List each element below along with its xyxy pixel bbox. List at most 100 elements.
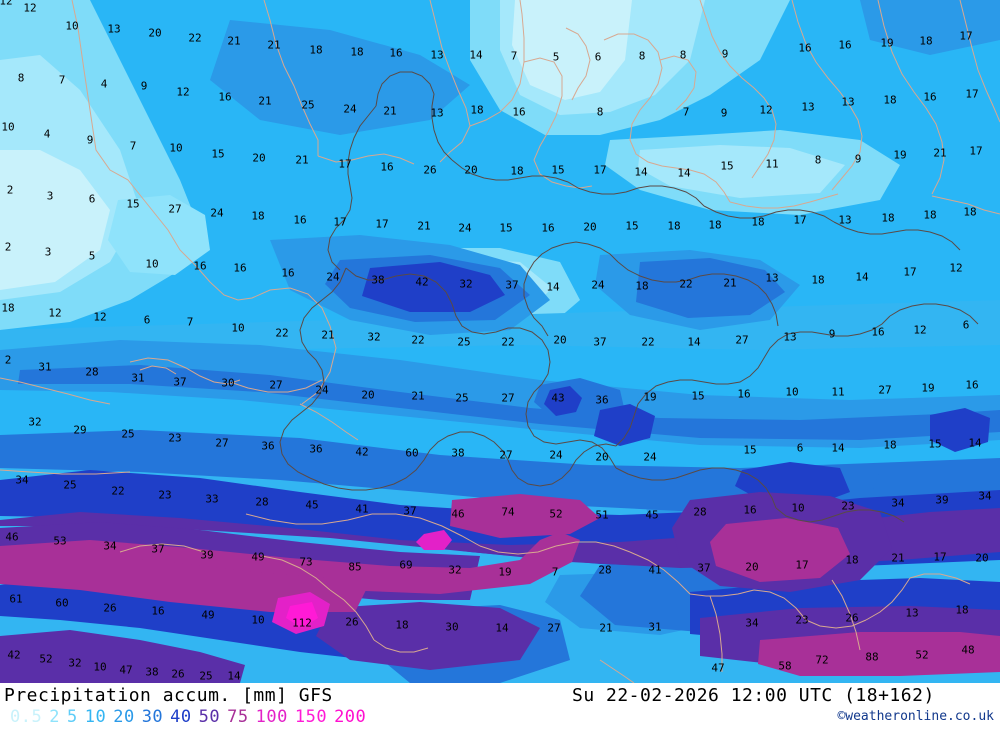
legend-step-150[interactable]: 150 — [294, 707, 328, 727]
grid-value-label: 38 — [451, 446, 465, 460]
field-band-75-b — [0, 554, 370, 612]
grid-value-label: 21 — [417, 219, 431, 233]
grid-value-label: 16 — [965, 378, 979, 392]
grid-value-label: 26 — [845, 611, 859, 625]
grid-value-label: 21 — [933, 146, 947, 160]
grid-value-label: 10 — [169, 141, 183, 155]
grid-value-label: 29 — [73, 423, 87, 437]
grid-value-label: 26 — [423, 163, 437, 177]
legend-step-100[interactable]: 100 — [255, 707, 288, 727]
grid-value-label: 25 — [457, 335, 471, 349]
legend-step-2[interactable]: 2 — [49, 707, 60, 727]
grid-value-label: 52 — [549, 507, 563, 521]
grid-value-label: 69 — [399, 558, 413, 572]
grid-value-label: 2 — [4, 353, 12, 367]
grid-value-label: 18 — [923, 208, 937, 222]
legend-step-5[interactable]: 5 — [66, 707, 78, 727]
grid-value-label: 7 — [58, 73, 66, 87]
grid-value-label: 25 — [121, 427, 135, 441]
grid-value-label: 13 — [801, 100, 815, 114]
field-band-20-a — [210, 20, 470, 135]
grid-value-label: 9 — [720, 106, 728, 120]
grid-value-label: 21 — [258, 94, 272, 108]
grid-value-label: 14 — [546, 280, 560, 294]
grid-value-label: 85 — [348, 560, 362, 574]
field-band-low-c — [0, 150, 110, 290]
legend-step-200[interactable]: 200 — [334, 707, 367, 727]
grid-value-label: 31 — [131, 371, 145, 385]
grid-value-label: 10 — [145, 257, 159, 271]
grid-value-label: 17 — [795, 558, 809, 572]
grid-value-label: 18 — [845, 553, 859, 567]
grid-value-label: 38 — [371, 273, 385, 287]
grid-value-label: 23 — [795, 613, 809, 627]
grid-value-label: 32 — [448, 563, 462, 577]
precipitation-accumulation-map[interactable]: 12 10 13 20 22 21 21 18 18 16 13 14 7 5 6 8 8 9 16 16 19 18 17… — [0, 0, 1000, 683]
grid-value-label: 22 — [411, 333, 425, 347]
grid-value-label: 3 — [46, 189, 54, 203]
grid-value-label: 8 — [679, 48, 687, 62]
grid-value-label: 14 — [634, 165, 648, 179]
grid-value-label: 20 — [595, 450, 609, 464]
grid-value-label: 46 — [5, 530, 19, 544]
grid-value-label: 2 — [4, 240, 12, 254]
grid-value-label: 28 — [693, 505, 707, 519]
legend-step-50[interactable]: 50 — [198, 707, 221, 727]
grid-value-label: 24 — [591, 278, 605, 292]
grid-value-label: 18 — [350, 45, 364, 59]
grid-value-label: 26 — [103, 601, 117, 615]
grid-value-label: 9 — [140, 79, 148, 93]
grid-value-label: 18 — [251, 209, 265, 223]
grid-value-label: 13 — [430, 48, 444, 62]
grid-value-label: 4 — [43, 127, 51, 141]
grid-value-label: 41 — [648, 563, 662, 577]
grid-value-label: 13 — [841, 95, 855, 109]
grid-value-label: 27 — [735, 333, 749, 347]
legend-step-20[interactable]: 20 — [113, 707, 135, 727]
grid-value-label: 88 — [865, 650, 879, 664]
grid-value-label: 47 — [119, 663, 133, 677]
grid-value-label: 43 — [551, 391, 565, 405]
grid-value-label: 22 — [679, 277, 693, 291]
grid-value-label: 42 — [415, 275, 429, 289]
grid-value-label: 26 — [345, 615, 359, 629]
field-band-50-f — [316, 602, 540, 670]
grid-value-label: 13 — [430, 106, 444, 120]
grid-value-label: 12 — [949, 261, 963, 275]
legend-step-30[interactable]: 30 — [141, 707, 164, 727]
grid-value-label: 14 — [227, 669, 241, 683]
grid-value-label: 17 — [338, 157, 352, 171]
grid-value-label: 20 — [464, 163, 478, 177]
grid-value-label: 17 — [593, 163, 607, 177]
grid-value-label: 21 — [599, 621, 613, 635]
grid-value-label: 20 — [361, 388, 375, 402]
legend-color-scale[interactable]: 0.5 2 5 10 20 30 40 50 75 100 150 200 — [10, 707, 373, 727]
grid-value-label: 51 — [595, 508, 609, 522]
legend-step-10[interactable]: 10 — [84, 707, 107, 727]
grid-value-label: 11 — [765, 157, 779, 171]
legend-step-40[interactable]: 40 — [170, 707, 192, 727]
grid-value-label: 8 — [814, 153, 822, 167]
legend-step-75[interactable]: 75 — [227, 707, 249, 727]
grid-value-label: 18 — [963, 205, 977, 219]
grid-value-label: 6 — [594, 50, 602, 64]
legend-step-0.5[interactable]: 0.5 — [10, 707, 43, 727]
grid-value-label: 60 — [55, 596, 69, 610]
grid-value-label: 8 — [638, 49, 646, 63]
grid-value-label: 14 — [495, 621, 509, 635]
grid-value-label: 13 — [905, 606, 919, 620]
grid-value-label: 19 — [921, 381, 935, 395]
country-border-layer — [279, 71, 979, 523]
grid-value-label: 9 — [721, 47, 729, 61]
grid-value-label: 17 — [793, 213, 807, 227]
field-band-50-c — [0, 630, 245, 683]
grid-value-label: 6 — [796, 441, 804, 455]
field-band-40-b — [362, 262, 505, 312]
grid-value-label: 17 — [969, 144, 983, 158]
grid-value-label: 42 — [7, 648, 21, 662]
grid-value-label: 16 — [389, 46, 403, 60]
grid-value-label: 47 — [711, 661, 725, 675]
grid-value-label: 18 — [1, 301, 15, 315]
grid-value-label: 36 — [309, 442, 323, 456]
grid-value-label: 7 — [186, 315, 194, 329]
